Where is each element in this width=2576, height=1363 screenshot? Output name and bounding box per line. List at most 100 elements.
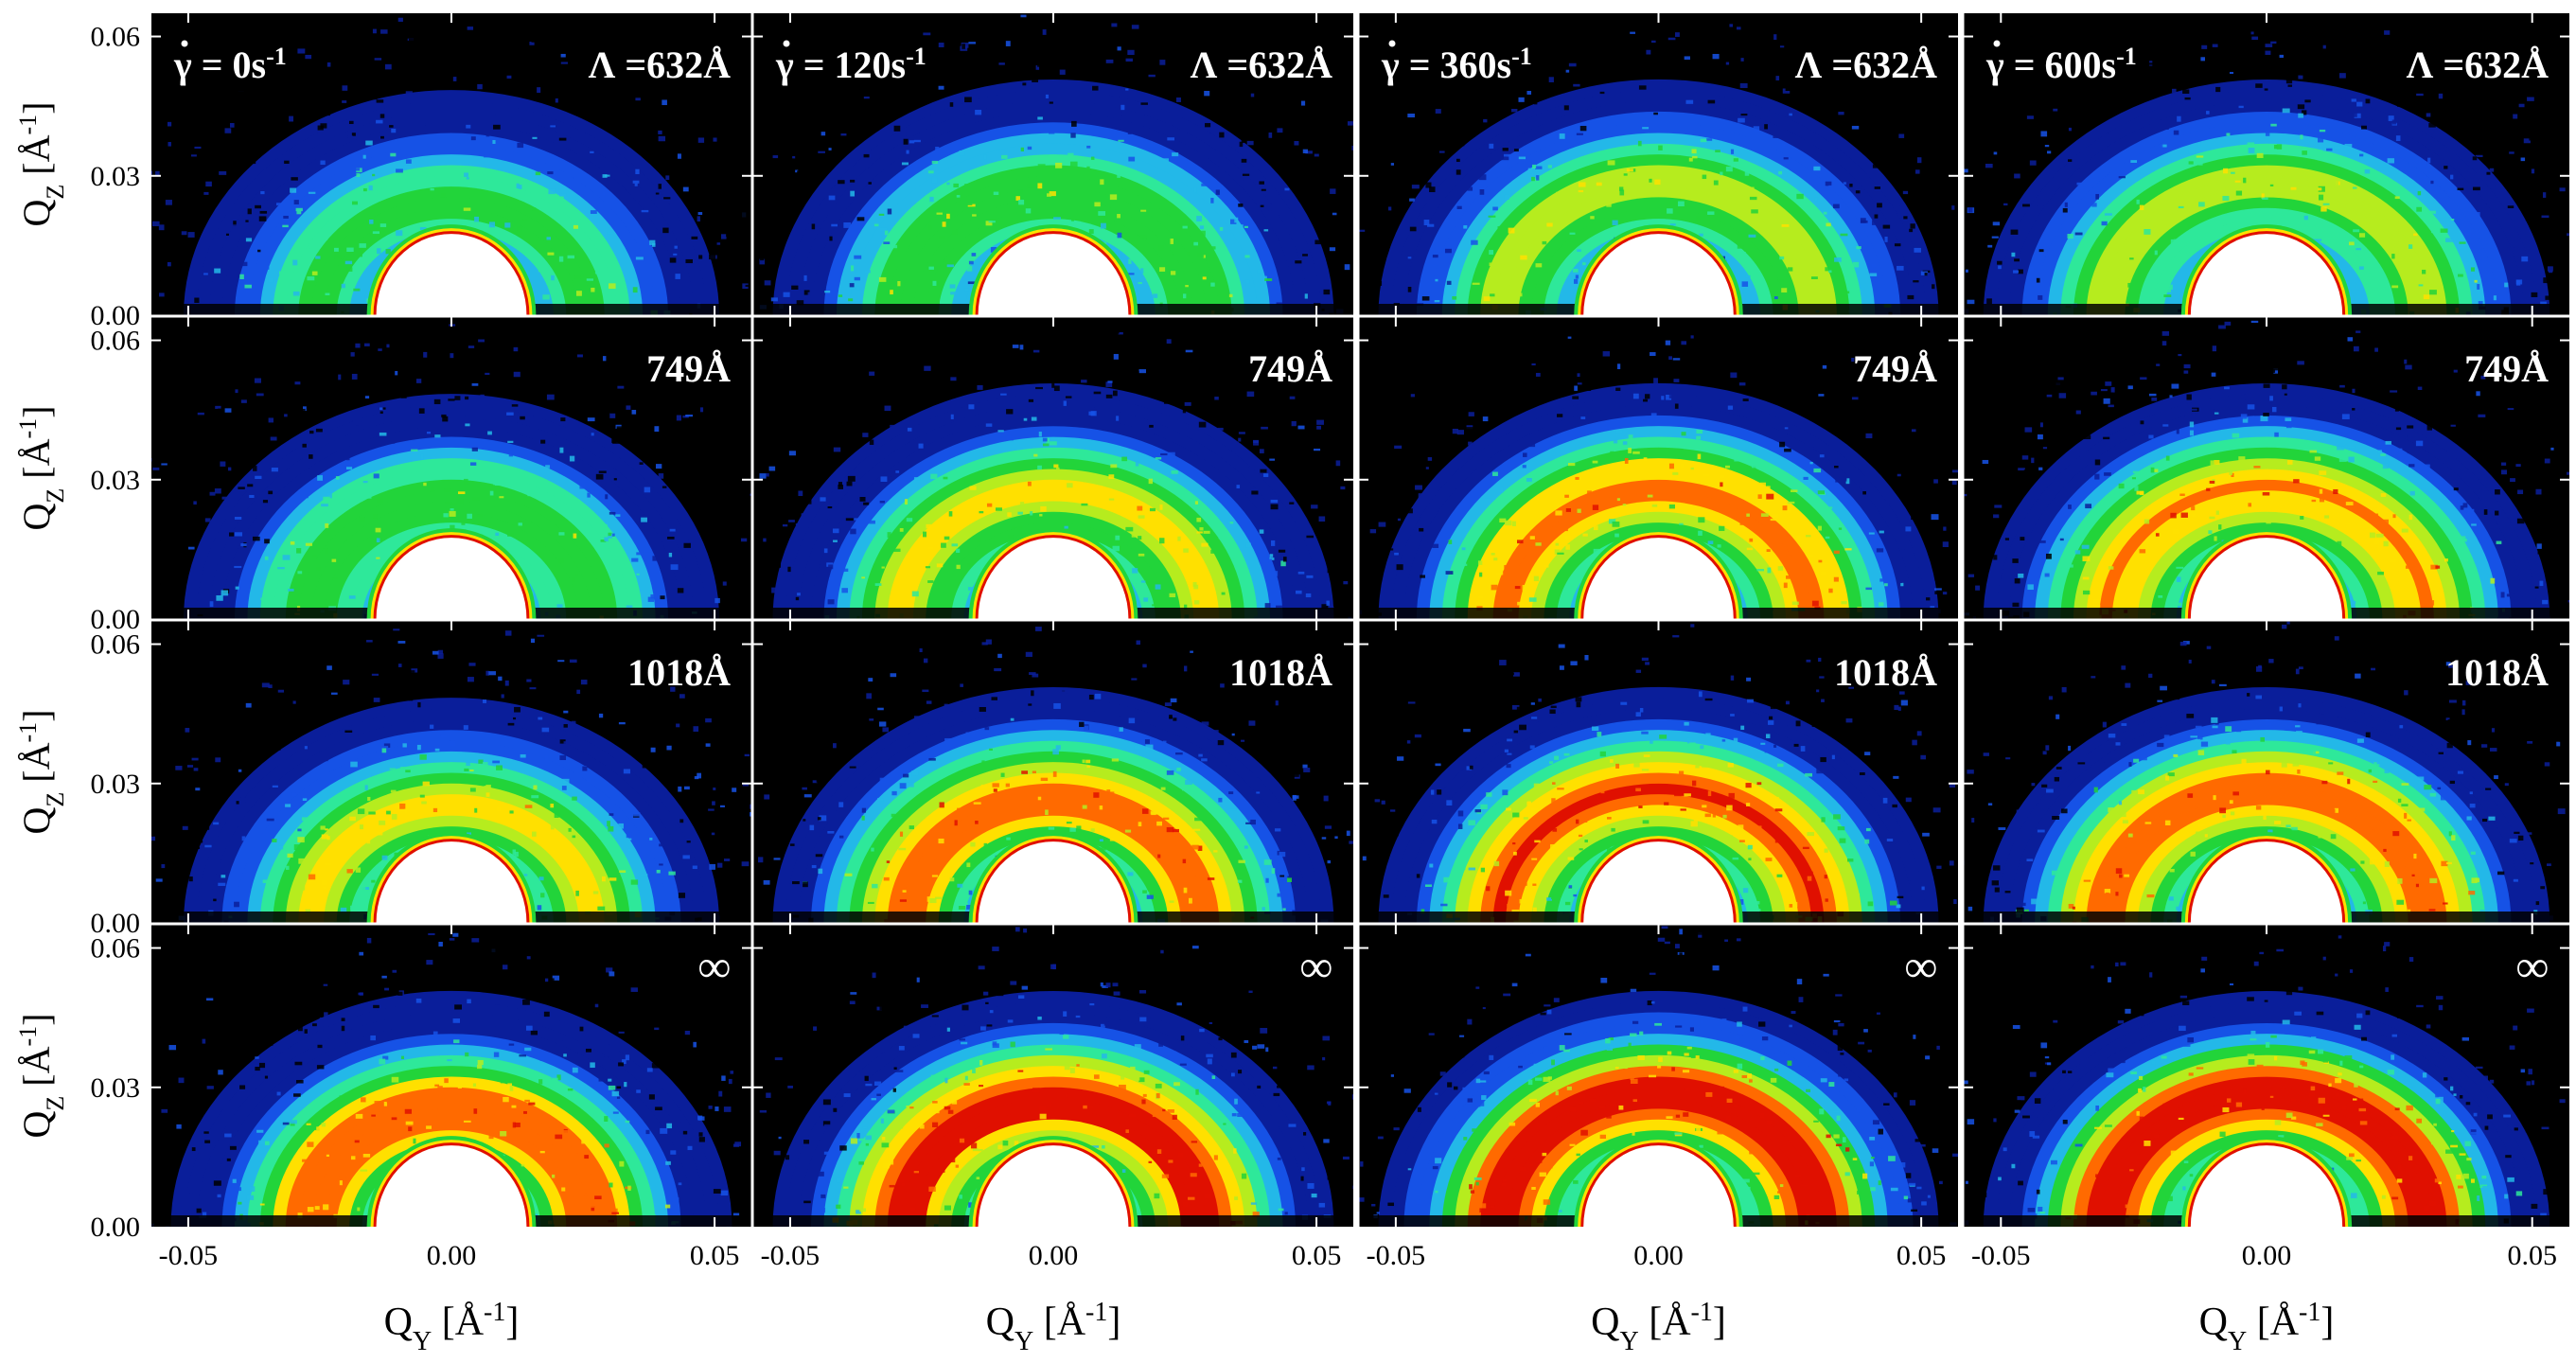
speckle bbox=[2373, 540, 2379, 545]
speckle bbox=[266, 116, 273, 121]
speckle bbox=[668, 556, 676, 559]
speckle bbox=[2094, 459, 2101, 466]
speckle bbox=[923, 531, 927, 538]
speckle bbox=[639, 462, 644, 465]
speckle bbox=[1756, 782, 1762, 786]
speckle bbox=[384, 63, 392, 70]
speckle bbox=[867, 901, 874, 904]
speckle bbox=[669, 528, 676, 532]
speckle bbox=[2176, 576, 2181, 582]
speckle bbox=[2375, 533, 2384, 538]
speckle bbox=[1258, 395, 1262, 398]
speckle bbox=[168, 550, 173, 555]
speckle bbox=[527, 490, 532, 497]
speckle bbox=[331, 558, 337, 562]
speckle bbox=[1456, 430, 1465, 435]
speckle bbox=[379, 411, 383, 415]
speckle bbox=[1690, 821, 1698, 827]
speckle bbox=[1228, 808, 1237, 811]
speckle bbox=[944, 647, 952, 653]
speckle bbox=[1786, 575, 1791, 579]
speckle bbox=[1502, 789, 1509, 796]
speckle bbox=[1443, 792, 1450, 798]
speckle bbox=[1250, 819, 1256, 825]
speckle bbox=[2002, 154, 2006, 157]
speckle bbox=[789, 843, 795, 846]
speckle bbox=[2189, 430, 2194, 436]
speckle bbox=[2372, 383, 2378, 387]
speckle bbox=[2100, 389, 2108, 392]
speckle bbox=[295, 207, 303, 212]
speckle bbox=[272, 785, 278, 788]
speckle bbox=[1343, 580, 1349, 585]
speckle bbox=[348, 595, 356, 599]
speckle bbox=[1440, 903, 1448, 907]
speckle bbox=[232, 224, 238, 228]
speckle bbox=[2513, 429, 2521, 434]
speckle bbox=[1266, 399, 1274, 404]
speckle bbox=[282, 555, 291, 560]
speckle bbox=[255, 524, 261, 528]
speckle bbox=[1264, 437, 1270, 440]
speckle bbox=[504, 680, 509, 686]
speckle bbox=[2010, 438, 2018, 443]
speckle bbox=[2540, 526, 2545, 530]
speckle bbox=[1775, 76, 1780, 80]
speckle bbox=[292, 259, 298, 266]
speckle bbox=[227, 467, 232, 471]
speckle bbox=[2480, 375, 2486, 380]
speckle bbox=[550, 483, 555, 487]
speckle bbox=[615, 363, 624, 368]
speckle bbox=[1480, 804, 1488, 810]
speckle bbox=[1065, 334, 1072, 340]
speckle bbox=[1156, 682, 1162, 688]
speckle bbox=[1053, 385, 1060, 392]
speckle bbox=[1116, 416, 1120, 421]
speckle bbox=[590, 150, 594, 154]
speckle bbox=[719, 562, 725, 566]
speckle bbox=[903, 109, 908, 114]
speckle bbox=[799, 458, 804, 462]
speckle bbox=[467, 677, 474, 682]
speckle bbox=[745, 279, 751, 282]
speckle bbox=[1810, 276, 1818, 279]
speckle bbox=[501, 694, 504, 699]
speckle bbox=[467, 513, 472, 519]
speckle bbox=[1080, 69, 1087, 76]
speckle bbox=[294, 696, 302, 700]
speckle bbox=[2191, 505, 2196, 511]
speckle bbox=[634, 737, 640, 743]
speckle bbox=[1873, 841, 1879, 846]
speckle bbox=[1201, 542, 1209, 547]
speckle bbox=[1820, 571, 1827, 576]
speckle bbox=[1790, 489, 1798, 492]
speckle bbox=[453, 385, 461, 390]
speckle bbox=[1127, 872, 1134, 876]
speckle bbox=[1809, 447, 1814, 450]
speckle bbox=[2444, 166, 2448, 169]
speckle bbox=[1000, 772, 1005, 777]
speckle bbox=[1467, 186, 1473, 191]
speckle bbox=[883, 764, 891, 768]
speckle bbox=[1407, 257, 1412, 259]
speckle bbox=[1140, 102, 1148, 105]
speckle bbox=[1719, 525, 1725, 531]
speckle bbox=[2333, 94, 2338, 97]
speckle bbox=[1930, 606, 1935, 609]
speckle bbox=[2531, 292, 2538, 297]
speckle bbox=[1462, 559, 1466, 565]
speckle bbox=[662, 99, 667, 106]
speckle bbox=[1684, 56, 1690, 61]
speckle bbox=[1082, 805, 1087, 809]
speckle bbox=[1811, 600, 1819, 607]
speckle bbox=[618, 722, 626, 725]
speckle bbox=[1897, 265, 1904, 271]
speckle bbox=[732, 788, 737, 792]
speckle bbox=[862, 433, 869, 437]
speckle bbox=[512, 849, 517, 856]
speckle bbox=[277, 110, 284, 116]
speckle bbox=[1841, 559, 1847, 562]
speckle bbox=[1813, 166, 1821, 171]
speckle bbox=[1846, 859, 1854, 862]
speckle bbox=[1167, 137, 1175, 141]
